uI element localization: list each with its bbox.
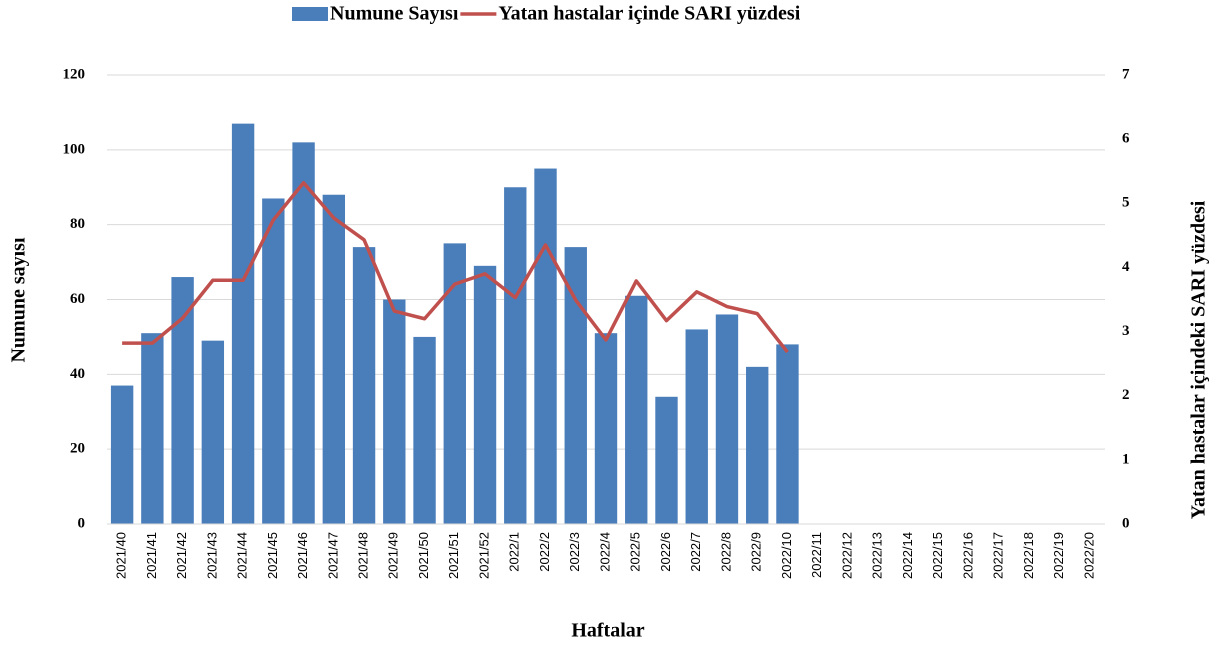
- bar: [594, 333, 618, 524]
- x-tick-label: 2022/19: [1051, 532, 1066, 579]
- x-tick-label: 2022/7: [688, 532, 703, 572]
- y2-tick-label: 4: [1122, 259, 1130, 275]
- bar: [110, 385, 134, 524]
- x-tick-label: 2022/5: [628, 532, 643, 572]
- bar: [715, 314, 739, 524]
- x-tick-label: 2022/8: [718, 532, 733, 572]
- y2-tick-label: 7: [1122, 66, 1130, 82]
- y-tick-label: 60: [70, 291, 85, 307]
- bar: [746, 366, 769, 524]
- x-tick-label: 2022/17: [991, 532, 1006, 579]
- legend-label: Numune Sayısı: [330, 3, 459, 25]
- x-tick-label: 2021/47: [325, 532, 340, 579]
- x-tick-label: 2021/46: [295, 532, 310, 579]
- x-tick-label: 2021/45: [265, 532, 280, 579]
- bar: [655, 396, 678, 524]
- y2-tick-label: 5: [1122, 195, 1130, 211]
- bar: [534, 168, 557, 524]
- y2-tick-label: 0: [1122, 515, 1130, 531]
- bar: [413, 336, 436, 524]
- x-tick-label: 2022/12: [839, 532, 854, 579]
- bar: [685, 329, 708, 524]
- x-tick-label: 2021/50: [416, 532, 431, 579]
- y2-tick-label: 1: [1122, 451, 1130, 467]
- bar: [443, 243, 466, 524]
- bar: [141, 333, 164, 524]
- x-tick-label: 2022/18: [1021, 532, 1036, 579]
- x-tick-label: 2021/49: [386, 532, 401, 579]
- y2-axis-title: Yatan hastalar içindeki SARI yüzdesi: [1188, 200, 1210, 519]
- bar: [231, 123, 255, 525]
- bar: [292, 142, 315, 524]
- x-tick-label: 2021/48: [355, 532, 370, 579]
- y-tick-label: 40: [70, 366, 85, 382]
- legend-swatch: [292, 7, 328, 21]
- x-tick-label: 2022/11: [809, 532, 824, 578]
- y2-tick-label: 6: [1122, 131, 1130, 147]
- bar: [352, 247, 376, 524]
- x-tick-label: 2022/20: [1081, 532, 1096, 579]
- x-tick-label: 2021/40: [114, 532, 129, 579]
- line: [122, 181, 789, 354]
- y-tick-label: 80: [70, 216, 85, 232]
- bar: [201, 340, 225, 524]
- bar: [262, 198, 285, 524]
- x-tick-label: 2021/44: [235, 532, 250, 579]
- y2-tick-label: 3: [1122, 323, 1130, 339]
- bar: [383, 299, 406, 524]
- x-tick-label: 2022/3: [567, 532, 582, 572]
- legend-label: Yatan hastalar içinde SARI yüzdesi: [498, 3, 800, 25]
- bar: [564, 247, 587, 524]
- y-tick-label: 100: [63, 141, 86, 157]
- y-tick-label: 20: [70, 441, 85, 457]
- y-tick-label: 0: [78, 515, 86, 531]
- x-tick-label: 2022/15: [930, 532, 945, 579]
- x-tick-label: 2022/10: [779, 532, 794, 579]
- x-tick-label: 2021/42: [174, 532, 189, 579]
- x-tick-label: 2022/13: [870, 532, 885, 579]
- x-tick-label: 2021/41: [144, 532, 159, 579]
- bar: [625, 295, 648, 524]
- x-tick-label: 2022/16: [960, 532, 975, 579]
- y-tick-label: 120: [63, 66, 86, 82]
- bar: [504, 187, 527, 524]
- x-tick-label: 2022/1: [507, 532, 522, 572]
- x-tick-label: 2022/4: [597, 532, 612, 572]
- y-axis-title: Numune sayısı: [8, 237, 30, 362]
- bar: [322, 194, 346, 524]
- x-tick-label: 2021/52: [476, 532, 491, 579]
- x-tick-label: 2022/9: [749, 532, 764, 572]
- x-tick-label: 2022/6: [658, 532, 673, 572]
- x-tick-label: 2021/51: [446, 532, 461, 579]
- bar: [776, 344, 799, 524]
- bar: [171, 277, 194, 524]
- x-tick-label: 2022/2: [537, 532, 552, 572]
- y2-tick-label: 2: [1122, 387, 1130, 403]
- x-axis-title: Haftalar: [571, 620, 644, 642]
- bar: [473, 265, 497, 524]
- x-tick-label: 2022/14: [900, 532, 915, 579]
- x-tick-label: 2021/43: [204, 532, 219, 579]
